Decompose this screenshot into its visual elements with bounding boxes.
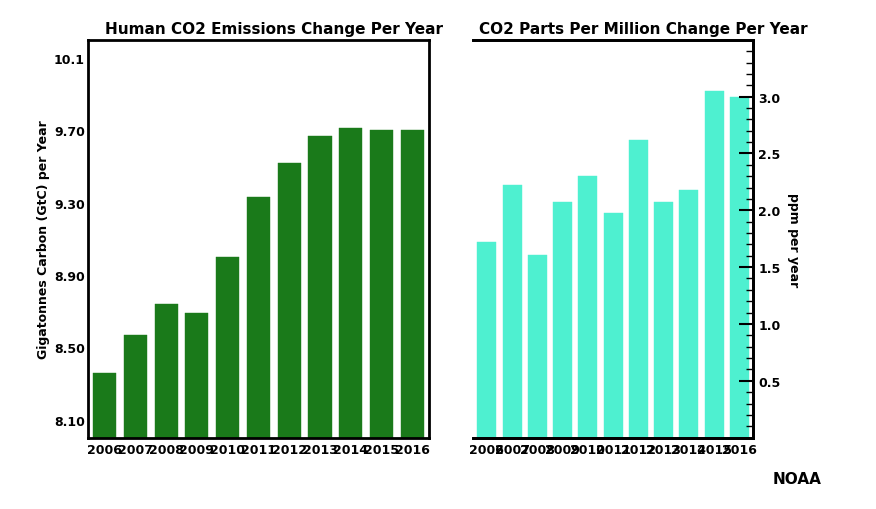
Bar [528,255,547,438]
Text: NOAA: NOAA [773,471,822,486]
Bar [278,163,300,438]
Bar [705,92,724,438]
Bar [400,131,424,438]
Bar [629,140,648,438]
Bar [124,335,147,438]
Bar [654,203,673,438]
Bar [154,304,178,438]
Bar [93,373,116,438]
Bar [216,257,239,438]
Bar [554,203,572,438]
Bar [578,177,597,438]
Bar [680,190,698,438]
Bar [477,243,497,438]
Bar [308,136,331,438]
Bar [503,186,521,438]
Bar [247,197,270,438]
Bar [186,313,208,438]
Bar [604,213,623,438]
Bar [339,129,363,438]
Text: CO2 Parts Per Million Change Per Year: CO2 Parts Per Million Change Per Year [478,22,808,37]
Bar [370,131,393,438]
Text: Human CO2 Emissions Change Per Year: Human CO2 Emissions Change Per Year [105,22,442,37]
Y-axis label: ppm per year: ppm per year [787,192,800,286]
Y-axis label: Gigatonnes Carbon (GtC) per Year: Gigatonnes Carbon (GtC) per Year [37,120,50,358]
Bar [730,97,749,438]
